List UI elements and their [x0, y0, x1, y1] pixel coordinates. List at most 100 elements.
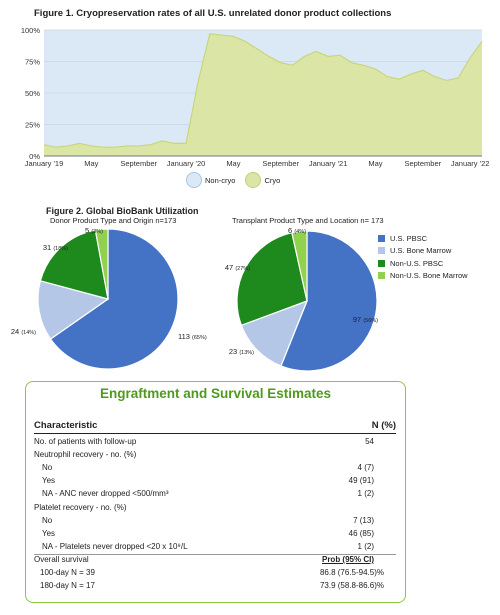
table-row: 100-day N = 39 86.8 (76.5-94.5)%: [34, 568, 396, 579]
slice-label: 47 (27%): [225, 263, 250, 272]
cryo-line: [43, 33, 483, 148]
row-label: No. of patients with follow-up: [34, 437, 137, 446]
legend-label: U.S. Bone Marrow: [390, 246, 452, 256]
x-tick-label: January '19: [25, 159, 64, 168]
slice-label: 97 (56%): [353, 315, 378, 324]
platelet-section-divider: [34, 553, 396, 555]
row-value: 1 (2): [357, 489, 374, 499]
pie-slice: [236, 231, 308, 327]
table-row: 180-day N = 17 73.9 (58.8-86.6)%: [34, 581, 396, 592]
row-label: NA - ANC never dropped <500/mm³: [42, 489, 169, 499]
y-tick-label: 0%: [29, 152, 40, 161]
figure2-legend: U.S. PBSC U.S. Bone Marrow Non-U.S. PBSC No…: [378, 232, 468, 282]
header-divider: [34, 433, 396, 434]
row-value: 86.8 (76.5-94.5)%: [319, 568, 384, 577]
row-value: Prob (95% CI): [321, 554, 374, 564]
legend-label: Non-U.S. Bone Marrow: [390, 271, 468, 281]
table-row: No. of patients with follow-up 54: [34, 437, 396, 448]
row-value: 7 (13): [353, 515, 374, 525]
pie-slice: [240, 299, 309, 367]
pie2-subtitle: Transplant Product Type and Location n= …: [232, 216, 384, 225]
legend-swatch: [378, 247, 385, 255]
table-row: Yes 49 (91): [34, 476, 396, 487]
figure1-legend: Non-cryo Cryo: [186, 172, 290, 188]
row-label: Overall survival: [34, 554, 89, 564]
legend-swatch-cryo: [245, 172, 262, 188]
legend-row: U.S. Bone Marrow: [378, 245, 468, 258]
engraftment-table: Engraftment and Survival Estimates Chara…: [25, 381, 406, 603]
slice-label: 23 (13%): [229, 347, 254, 356]
cryo-area-chart: 0% 25% 50% 75% 100% January '19 May September Ja…: [21, 26, 490, 168]
y-tick-label: 100%: [21, 26, 41, 35]
table-row: NA - Platelets never dropped <20 x 10⁹/L…: [34, 542, 396, 553]
pie-slice: [291, 230, 308, 302]
figure2-title: Figure 2. Global BioBank Utilization: [46, 206, 199, 216]
pie-slice: [49, 228, 179, 370]
slice-label: 5 (3%): [85, 226, 103, 235]
header-characteristic: Characteristic: [34, 420, 98, 431]
row-label: 180-day N = 17: [40, 581, 95, 591]
legend-swatch: [378, 234, 385, 242]
legend-label: U.S. PBSC: [390, 233, 428, 243]
legend-item-cryo: Cryo: [245, 172, 280, 188]
table-title: Engraftment and Survival Estimates: [99, 386, 332, 401]
donor-product-pie: 113 (65%) 24 (14%) 31 (18%) 5 (3%): [11, 226, 207, 370]
table-header: Characteristic N (%): [34, 420, 396, 431]
pie-slice: [37, 280, 110, 340]
row-label: Yes: [42, 476, 56, 486]
x-tick-label: May: [226, 159, 240, 168]
x-tick-label: September: [262, 159, 299, 168]
row-value: 49 (91): [348, 476, 374, 486]
legend-item-non-cryo: Non-cryo: [186, 172, 235, 188]
x-tick-label: May: [84, 159, 98, 168]
row-value: 1 (2): [357, 541, 374, 551]
legend-row: Non-U.S. Bone Marrow: [378, 270, 468, 283]
row-value: 4 (7): [357, 463, 374, 473]
slice-label: 6 (4%): [288, 226, 306, 235]
legend-swatch-non-cryo: [186, 172, 202, 188]
row-label: Yes: [42, 528, 56, 538]
pie1-subtitle: Donor Product Type and Origin n=173: [50, 216, 177, 225]
row-label: 100-day N = 39: [40, 568, 95, 577]
x-tick-label: May: [368, 159, 382, 168]
table-row: Yes 46 (85): [34, 529, 396, 540]
pie-slice: [280, 230, 378, 372]
row-label: NA - Platelets never dropped <20 x 10⁹/L: [42, 541, 188, 551]
row-label: Neutrophil recovery - no. (%): [34, 450, 137, 460]
table-row: Neutrophil recovery - no. (%): [34, 450, 396, 461]
row-value: 46 (85): [348, 528, 374, 538]
row-label: Platelet recovery - no. (%): [34, 502, 127, 512]
x-tick-label: January '22: [451, 159, 490, 168]
x-tick-label: September: [120, 159, 157, 168]
y-tick-label: 50%: [25, 89, 40, 98]
table-row: Overall survival Prob (95% CI): [34, 555, 396, 566]
legend-label-cryo: Cryo: [264, 175, 281, 185]
legend-label-non-cryo: Non-cryo: [205, 175, 236, 185]
row-value: 73.9 (58.8-86.6)%: [319, 581, 384, 591]
pie-slice: [94, 228, 109, 300]
y-tick-label: 75%: [25, 58, 40, 67]
transplant-product-pie: 97 (56%) 23 (13%) 47 (27%) 6 (4%): [225, 226, 378, 372]
row-value: 54: [365, 437, 374, 446]
legend-row: U.S. PBSC: [378, 232, 468, 245]
slice-label: 24 (14%): [11, 327, 36, 336]
table-row: Platelet recovery - no. (%): [34, 503, 396, 514]
legend-label: Non-U.S. PBSC: [390, 258, 444, 268]
slice-label: 31 (18%): [43, 243, 68, 252]
legend-swatch: [378, 272, 385, 280]
y-tick-label: 25%: [25, 121, 40, 130]
table-row: NA - ANC never dropped <500/mm³ 1 (2): [34, 489, 396, 500]
row-label: No: [42, 463, 53, 473]
x-tick-label: January '20: [167, 159, 206, 168]
figure1-title: Figure 1. Cryopreservation rates of all …: [34, 8, 392, 19]
x-tick-label: September: [404, 159, 441, 168]
pie-slice: [39, 229, 109, 300]
header-n-pct: N (%): [371, 420, 396, 431]
legend-row: Non-U.S. PBSC: [378, 257, 468, 270]
cryo-area: [44, 33, 482, 156]
table-row: No 7 (13): [34, 516, 396, 527]
slice-label: 113 (65%): [178, 332, 207, 341]
legend-swatch: [378, 259, 385, 267]
x-tick-label: January '21: [309, 159, 348, 168]
row-label: No: [42, 515, 53, 525]
